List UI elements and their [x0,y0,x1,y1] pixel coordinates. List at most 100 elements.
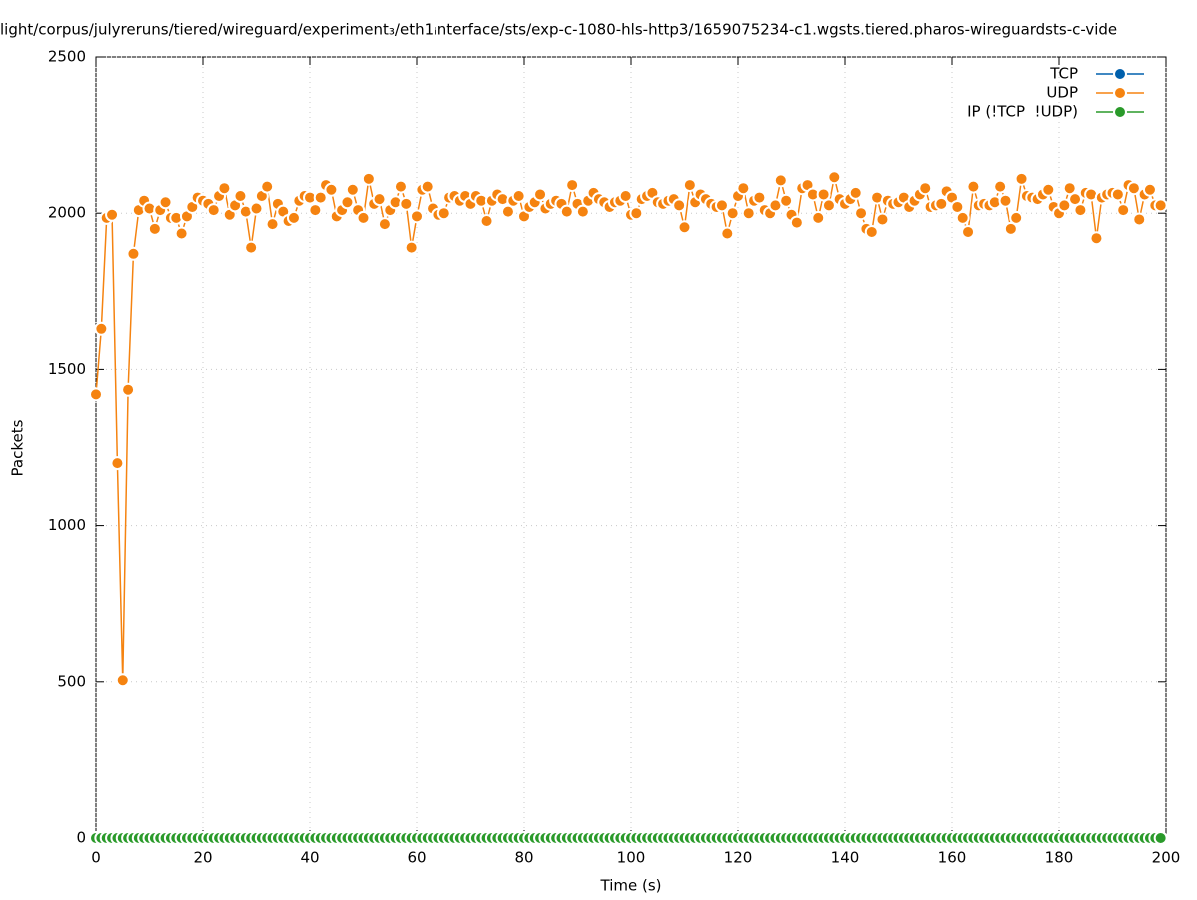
x-tick-label: 140 [831,849,860,867]
data-point [720,226,735,241]
data-point [1003,221,1018,236]
data-point [121,382,136,397]
data-point [324,182,339,197]
data-point [848,185,863,200]
data-point [1057,198,1072,213]
data-point [816,187,831,202]
data-point [533,187,548,202]
data-point [511,189,526,204]
y-axis-label: Packets [9,419,27,476]
data-point [1068,192,1083,207]
data-point [244,240,259,255]
data-point [827,170,842,185]
data-point [789,215,804,230]
data-point [1062,181,1077,196]
data-point [479,214,494,229]
data-point [854,206,869,221]
data-point [174,226,189,241]
data-point [752,190,767,205]
data-point [1089,231,1104,246]
data-point [217,181,232,196]
data-point [672,198,687,213]
data-point [115,673,130,688]
data-point [105,207,120,222]
data-point [918,181,933,196]
data-point [714,198,729,213]
y-tick-label: 1000 [48,516,86,534]
data-point [313,190,328,205]
data-point [618,189,633,204]
data-point [1153,198,1168,213]
data-point [1132,212,1147,227]
y-tick-label: 0 [76,829,86,847]
data-point [206,203,221,218]
data-point [340,195,355,210]
y-tick-label: 2000 [48,204,86,222]
data-point [147,221,162,236]
data-point [158,195,173,210]
data-point [1009,210,1024,225]
y-tick-label: 500 [57,672,86,690]
legend-marker [1113,67,1127,81]
x-tick-label: 40 [300,849,319,867]
data-point [934,196,949,211]
data-point [629,206,644,221]
data-point [682,178,697,193]
data-point [864,224,879,239]
data-point [393,179,408,194]
y-tick-label: 2500 [48,48,86,66]
data-point [1041,182,1056,197]
data-point [779,193,794,208]
data-point [677,220,692,235]
x-tick-label: 60 [407,849,426,867]
data-point [725,206,740,221]
data-point [955,210,970,225]
data-point [1014,171,1029,186]
data-point [372,192,387,207]
data-point [966,179,981,194]
data-point [110,456,125,471]
legend-marker [1113,105,1127,119]
x-tick-label: 80 [514,849,533,867]
data-point [811,210,826,225]
x-tick-label: 160 [938,849,967,867]
data-point [741,206,756,221]
x-tick-label: 120 [724,849,753,867]
data-point [436,206,451,221]
data-point [94,321,109,336]
data-point [308,203,323,218]
x-tick-label: 180 [1045,849,1074,867]
data-point [260,179,275,194]
legend-marker [1113,86,1127,100]
data-point [356,210,371,225]
data-point [993,179,1008,194]
data-point [500,204,515,219]
legend-label: TCP [1049,65,1078,83]
data-point [1073,203,1088,218]
x-tick-label: 20 [193,849,212,867]
data-point [89,387,103,402]
data-point [961,224,976,239]
legend-label: IP (!TCP !UDP) [967,103,1078,121]
data-point [575,204,590,219]
data-point [233,189,248,204]
data-point [1142,182,1157,197]
data-point [345,182,360,197]
data-point [410,209,424,224]
data-point [377,217,392,232]
chart-title: light/corpus/julyreruns/tiered/wireguard… [0,21,1117,39]
data-point [1116,203,1131,218]
data-point [420,179,435,194]
data-point [875,212,890,227]
data-point [559,204,574,219]
y-tick-label: 1500 [48,360,86,378]
legend-label: UDP [1046,84,1078,102]
data-point [404,240,419,255]
data-point [286,210,301,225]
data-point [1126,181,1141,196]
data-point [399,196,414,211]
data-point [126,246,141,261]
data-point [249,201,264,216]
